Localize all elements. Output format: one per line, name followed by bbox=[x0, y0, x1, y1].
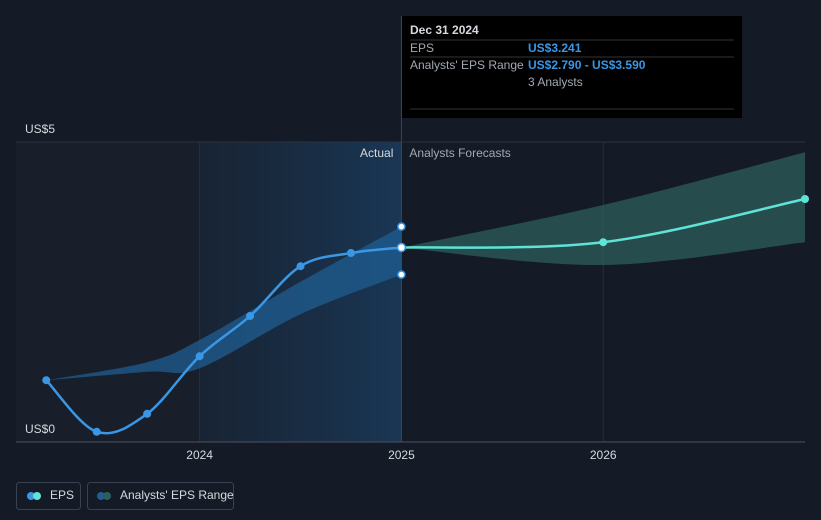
forecast-range-band bbox=[401, 152, 805, 266]
tooltip-value: 3 Analysts bbox=[528, 75, 583, 89]
legend-icon bbox=[103, 492, 111, 500]
eps-point bbox=[92, 427, 101, 436]
legend: EPS Analysts' EPS Range bbox=[16, 482, 234, 510]
legend-label: Analysts' EPS Range bbox=[120, 488, 234, 502]
eps-point bbox=[396, 242, 407, 253]
divider-label: Actual bbox=[360, 146, 393, 160]
legend-icon bbox=[97, 492, 105, 500]
eps-point bbox=[346, 249, 355, 257]
tooltip-label: Analysts' EPS Range bbox=[410, 58, 524, 72]
range-point bbox=[397, 222, 406, 231]
tooltip-label: EPS bbox=[410, 41, 434, 55]
legend-icon bbox=[27, 492, 35, 500]
eps-point bbox=[143, 409, 152, 418]
range-point bbox=[397, 270, 406, 279]
x-tick-label: 2025 bbox=[388, 448, 415, 462]
y-tick-label: US$5 bbox=[25, 122, 55, 136]
eps-point bbox=[296, 262, 305, 271]
tooltip: Dec 31 2024 EPS US$3.241 Analysts' EPS R… bbox=[402, 16, 742, 118]
actual-range-band bbox=[46, 226, 402, 381]
eps-point bbox=[195, 352, 204, 361]
eps-point bbox=[246, 312, 255, 320]
x-tick-label: 2024 bbox=[186, 448, 213, 462]
legend-button[interactable] bbox=[16, 482, 81, 510]
eps-point bbox=[42, 376, 51, 385]
tooltip-value: US$3.241 bbox=[528, 41, 582, 55]
legend-button[interactable] bbox=[87, 482, 234, 510]
x-tick-label: 2026 bbox=[590, 448, 617, 462]
tooltip-date: Dec 31 2024 bbox=[410, 23, 479, 37]
forecast-point bbox=[801, 195, 809, 203]
tooltip-box bbox=[402, 16, 742, 118]
y-tick-label: US$0 bbox=[25, 422, 55, 436]
past-region bbox=[16, 142, 200, 442]
divider-label: Analysts Forecasts bbox=[409, 146, 510, 160]
tooltip-value: US$2.790 - US$3.590 bbox=[528, 58, 646, 72]
legend-label: EPS bbox=[50, 488, 74, 502]
legend-icon bbox=[33, 492, 41, 500]
forecast-point bbox=[599, 238, 608, 247]
